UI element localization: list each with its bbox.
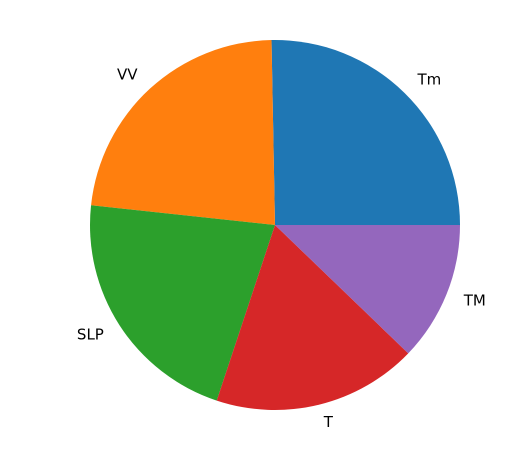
pie-label-vv: VV [117, 65, 138, 83]
pie-slice-t [216, 225, 409, 410]
pie-slice-tm [275, 225, 460, 354]
pie-slice-slp [89, 205, 276, 401]
pie-slices [89, 39, 461, 410]
pie-slice-vv [91, 40, 275, 225]
pie-label-tm: Tm [417, 70, 442, 88]
pie-labels: Tm VV SLP T TM [77, 65, 486, 431]
pie-label-t: T [323, 413, 334, 431]
pie-label-slp: SLP [77, 326, 104, 344]
pie-slice-tm [271, 39, 461, 226]
pie-label-tm: TM [463, 292, 486, 310]
